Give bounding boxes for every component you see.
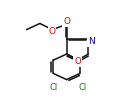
- Text: N: N: [88, 37, 95, 46]
- Text: Cl: Cl: [78, 83, 86, 92]
- Text: O: O: [74, 57, 81, 66]
- Text: Cl: Cl: [49, 83, 57, 92]
- Text: O: O: [49, 27, 56, 36]
- Text: O: O: [63, 17, 70, 26]
